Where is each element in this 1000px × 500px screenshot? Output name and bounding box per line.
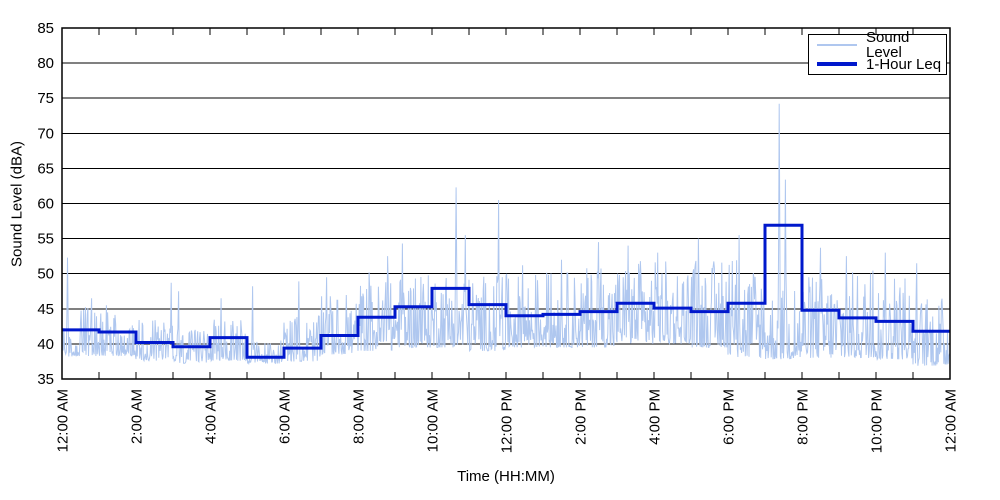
- legend-item-sound-level: Sound Level: [809, 30, 946, 60]
- x-tick-labels: 12:00 AM 2:00 AM 4:00 AM 6:00 AM 8:00 AM 10:0…: [54, 389, 959, 453]
- y-tick-label: 45: [37, 301, 54, 318]
- x-ticks: [61, 28, 951, 379]
- legend-label-leq: 1-Hour Leq: [866, 55, 942, 73]
- x-tick-label: 6:00 PM: [720, 389, 737, 445]
- plot-border: [61, 27, 951, 380]
- legend-label-sound-level: Sound Level: [866, 29, 910, 61]
- y-tick-label: 70: [37, 125, 54, 142]
- y-tick-label: 65: [37, 160, 54, 177]
- x-tick-label: 8:00 AM: [350, 389, 367, 444]
- y-tick-label: 80: [37, 55, 54, 72]
- y-tick-label: 50: [37, 266, 54, 283]
- x-tick-label: 2:00 AM: [128, 389, 145, 444]
- y-tick-label: 35: [37, 371, 54, 388]
- x-tick-label: 12:00 AM: [942, 389, 959, 452]
- x-tick-label: 2:00 PM: [572, 389, 589, 445]
- x-axis-title: Time (HH:MM): [457, 468, 555, 485]
- y-axis-title: Sound Level (dBA): [8, 141, 26, 267]
- y-tick-label: 75: [37, 90, 54, 107]
- x-tick-label: 10:00 AM: [424, 389, 441, 452]
- sound-level-line-swatch: [817, 44, 857, 46]
- x-tick-label: 8:00 PM: [794, 389, 811, 445]
- y-tick-label: 85: [37, 20, 54, 37]
- legend: Sound Level 1-Hour Leq: [808, 30, 947, 75]
- sound-level-series: [61, 103, 950, 366]
- x-tick-label: 12:00 PM: [498, 389, 515, 453]
- x-tick-label: 4:00 PM: [646, 389, 663, 445]
- leq-line-swatch: [817, 62, 857, 66]
- y-gridlines: [62, 62, 950, 345]
- legend-item-leq: 1-Hour Leq: [809, 55, 946, 73]
- y-tick-label: 55: [37, 231, 54, 248]
- x-tick-label: 4:00 AM: [202, 389, 219, 444]
- y-tick-label: 40: [37, 336, 54, 353]
- y-tick-label: 60: [37, 196, 54, 213]
- y-tick-labels: 35 40 45 50 55 60 65 70 75 80 85: [37, 20, 54, 388]
- leq-series: [62, 223, 950, 359]
- x-tick-label: 6:00 AM: [276, 389, 293, 444]
- x-tick-label: 12:00 AM: [54, 389, 71, 452]
- x-tick-label: 10:00 PM: [868, 389, 885, 453]
